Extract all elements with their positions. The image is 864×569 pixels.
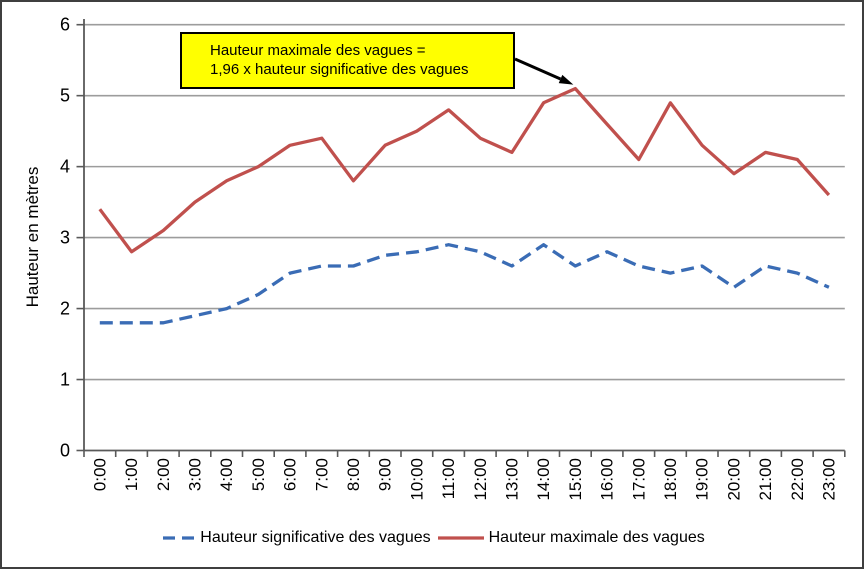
y-tick-label: 5 — [60, 86, 70, 106]
y-tick-label: 1 — [60, 370, 70, 390]
y-tick-label: 3 — [60, 228, 70, 248]
annotation-line-1: Hauteur maximale des vagues = — [210, 42, 426, 59]
x-tick-label: 18:00 — [661, 458, 680, 501]
x-tick-label: 0:00 — [90, 458, 109, 491]
series-line-1 — [98, 86, 831, 254]
x-tick-label: 2:00 — [154, 458, 173, 491]
y-tick-label: 4 — [60, 157, 70, 177]
y-tick-label: 2 — [60, 299, 70, 319]
x-tick-label: 6:00 — [281, 458, 300, 491]
y-tick-label: 0 — [60, 441, 70, 461]
x-tick-label: 22:00 — [788, 458, 807, 501]
legend-item-significative: Hauteur significative des vagues — [163, 529, 431, 547]
x-tick-label: 9:00 — [376, 458, 395, 491]
x-tick-label: 7:00 — [312, 458, 331, 491]
x-tick-label: 17:00 — [629, 458, 648, 501]
x-tick-label: 5:00 — [249, 458, 268, 491]
y-tick-label: 6 — [60, 15, 70, 35]
legend-label-significative: Hauteur significative des vagues — [200, 529, 431, 546]
x-tick-label: 13:00 — [502, 458, 521, 501]
y-axis-title: Hauteur en mètres — [23, 166, 42, 308]
x-tick-label: 11:00 — [439, 458, 458, 499]
annotation-callout: Hauteur maximale des vagues = 1,96 x hau… — [180, 32, 515, 89]
x-tick-label: 3:00 — [185, 458, 204, 491]
x-tick-label: 12:00 — [471, 458, 490, 501]
dashed-line-marker-icon — [163, 536, 196, 540]
legend-label-maximale: Hauteur maximale des vagues — [488, 529, 705, 546]
legend: Hauteur significative des vagues Hauteur… — [2, 524, 862, 552]
x-tick-label: 20:00 — [724, 458, 743, 501]
x-tick-label: 1:00 — [122, 458, 141, 491]
annotation-line-2: 1,96 x hauteur significative des vagues — [210, 61, 469, 78]
annotation-arrow — [514, 57, 562, 81]
legend-item-maximale: Hauteur maximale des vagues — [437, 529, 705, 547]
x-tick-label: 16:00 — [598, 458, 617, 501]
x-tick-label: 19:00 — [693, 458, 712, 501]
x-tick-label: 21:00 — [756, 458, 775, 501]
series-line-0 — [99, 243, 830, 325]
x-tick-label: 14:00 — [534, 458, 553, 501]
solid-line-marker-icon — [437, 536, 484, 540]
annotation-arrowhead-icon — [558, 74, 574, 85]
x-tick-label: 10:00 — [407, 458, 426, 501]
x-tick-label: 15:00 — [566, 458, 585, 501]
x-tick-label: 8:00 — [344, 458, 363, 491]
x-tick-label: 4:00 — [217, 458, 236, 491]
x-tick-label: 23:00 — [819, 458, 838, 501]
